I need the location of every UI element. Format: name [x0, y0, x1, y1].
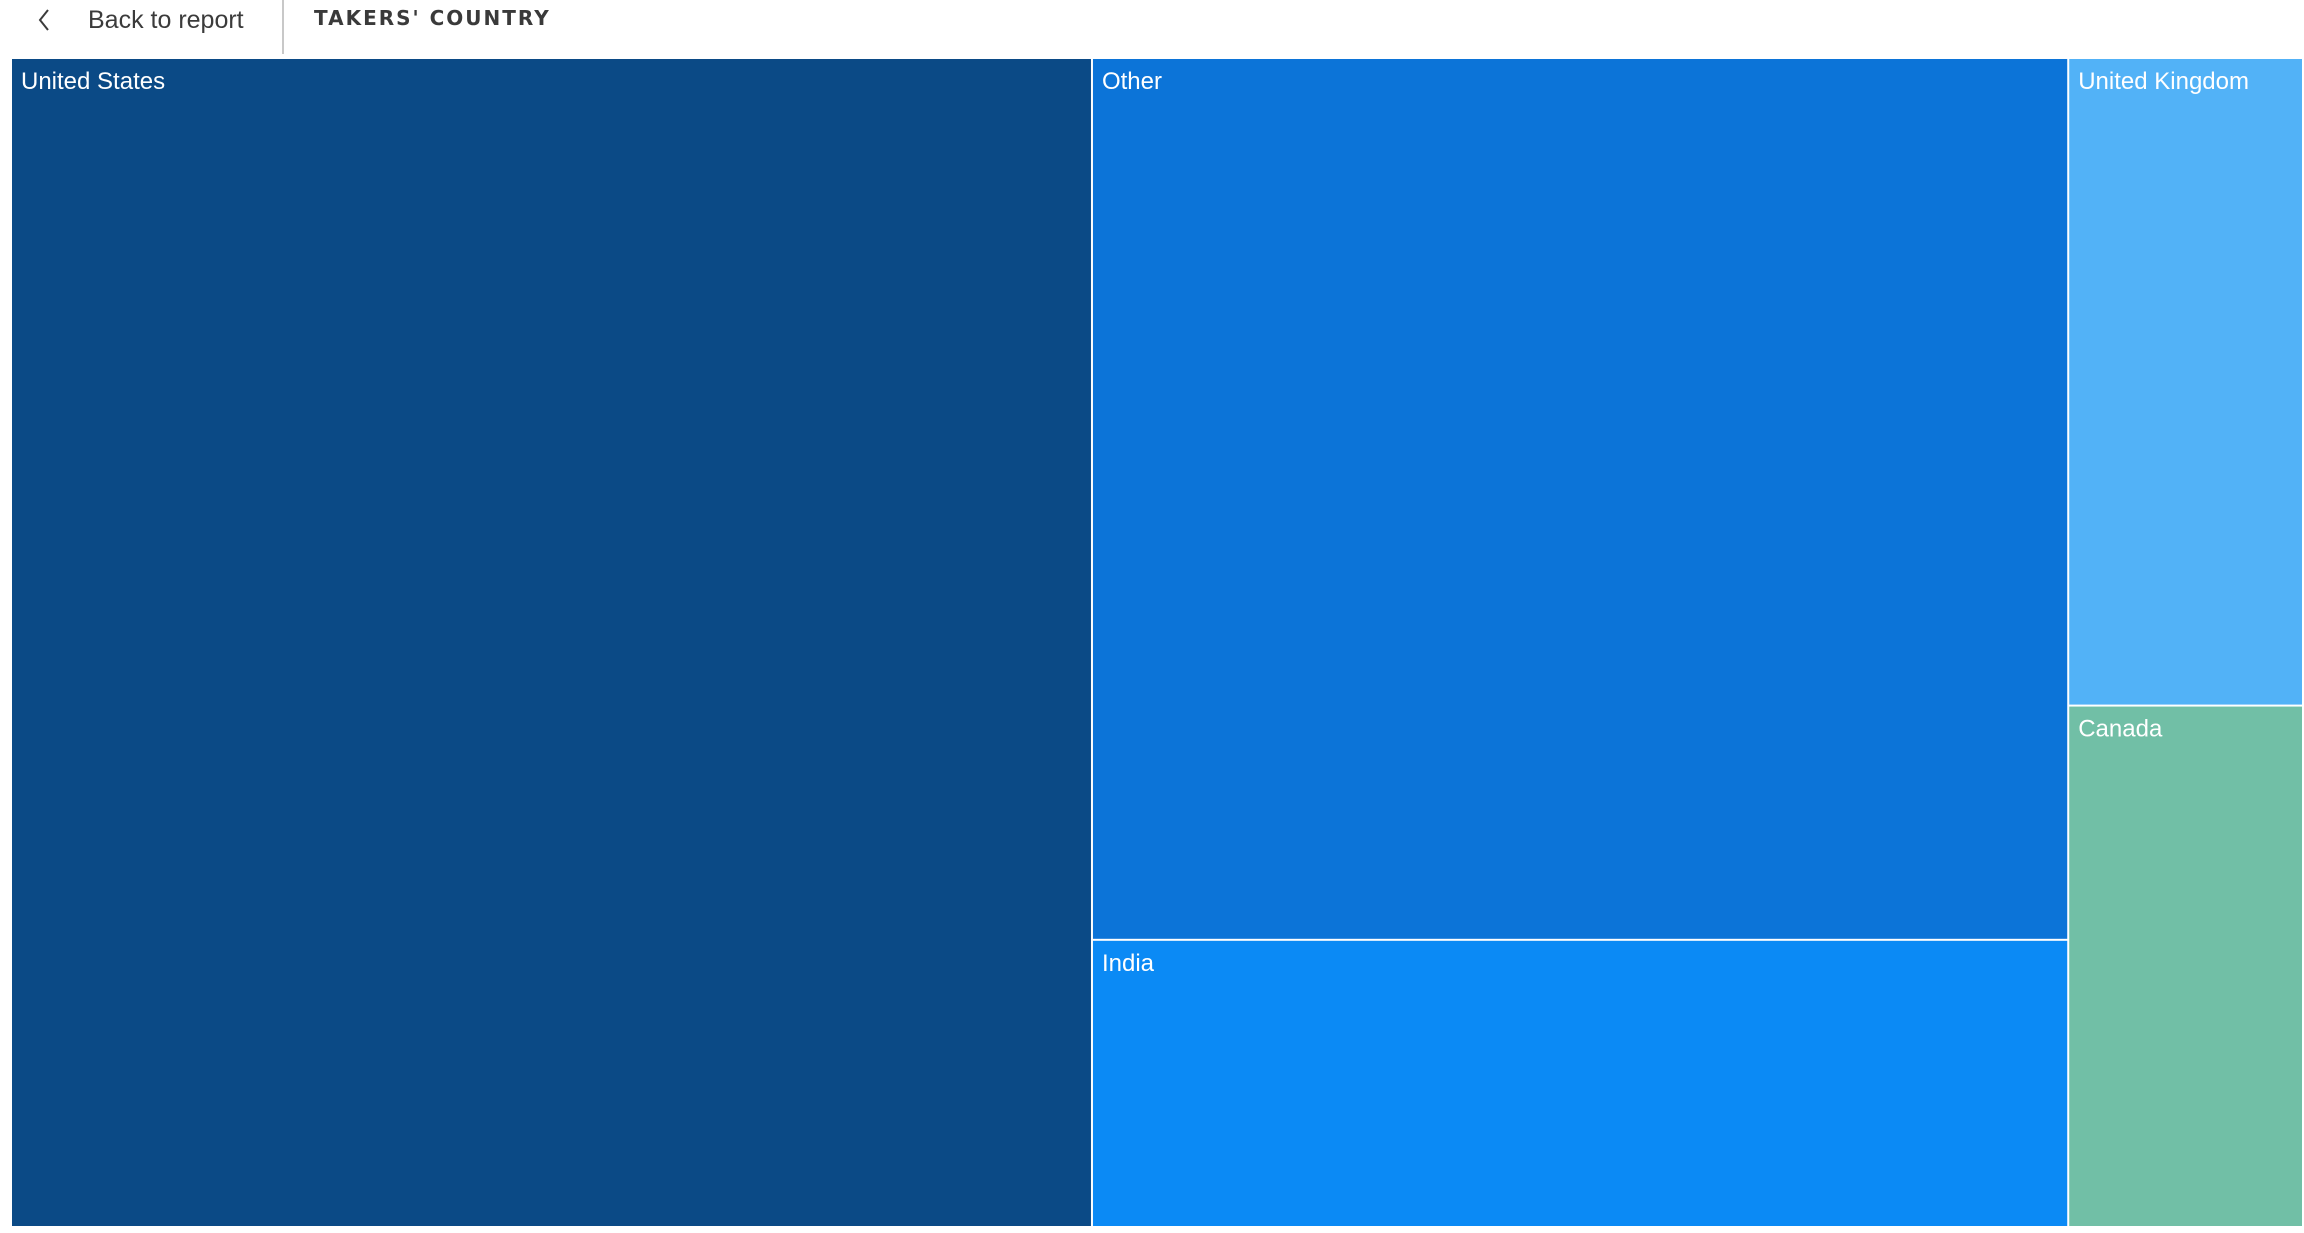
- treemap-tile-rect[interactable]: [2069, 706, 2302, 1226]
- treemap-tile-rect[interactable]: [2069, 59, 2302, 705]
- treemap-tile-rect[interactable]: [12, 59, 1091, 1226]
- page-title: TAKERS' COUNTRY: [314, 6, 551, 30]
- back-to-report-label: Back to report: [88, 5, 244, 34]
- treemap-tile-india[interactable]: India: [1092, 940, 2068, 1226]
- treemap-tile-label: India: [1102, 950, 1155, 977]
- treemap-tile-united-states[interactable]: United States: [12, 59, 1091, 1226]
- treemap-tile-rect[interactable]: [1092, 940, 2068, 1226]
- header-divider: [282, 0, 284, 54]
- treemap-tile-united-kingdom[interactable]: United Kingdom: [2069, 59, 2302, 705]
- treemap-tile-label: United Kingdom: [2078, 68, 2249, 95]
- treemap-svg: United States Other India United Kingdom Can…: [12, 59, 2302, 1226]
- treemap-tile-other[interactable]: Other: [1092, 59, 2068, 939]
- treemap-tile-label: Canada: [2078, 716, 2163, 743]
- treemap-tile-label: United States: [21, 68, 165, 95]
- header: Back to report TAKERS' COUNTRY: [0, 0, 2304, 58]
- treemap-tile-canada[interactable]: Canada: [2069, 706, 2302, 1226]
- back-to-report-button[interactable]: Back to report: [30, 0, 244, 40]
- treemap-chart: United States Other India United Kingdom Can…: [12, 59, 2304, 1228]
- treemap-tile-rect[interactable]: [1092, 59, 2068, 939]
- chevron-left-icon: [38, 9, 49, 31]
- treemap-tile-label: Other: [1102, 68, 1162, 95]
